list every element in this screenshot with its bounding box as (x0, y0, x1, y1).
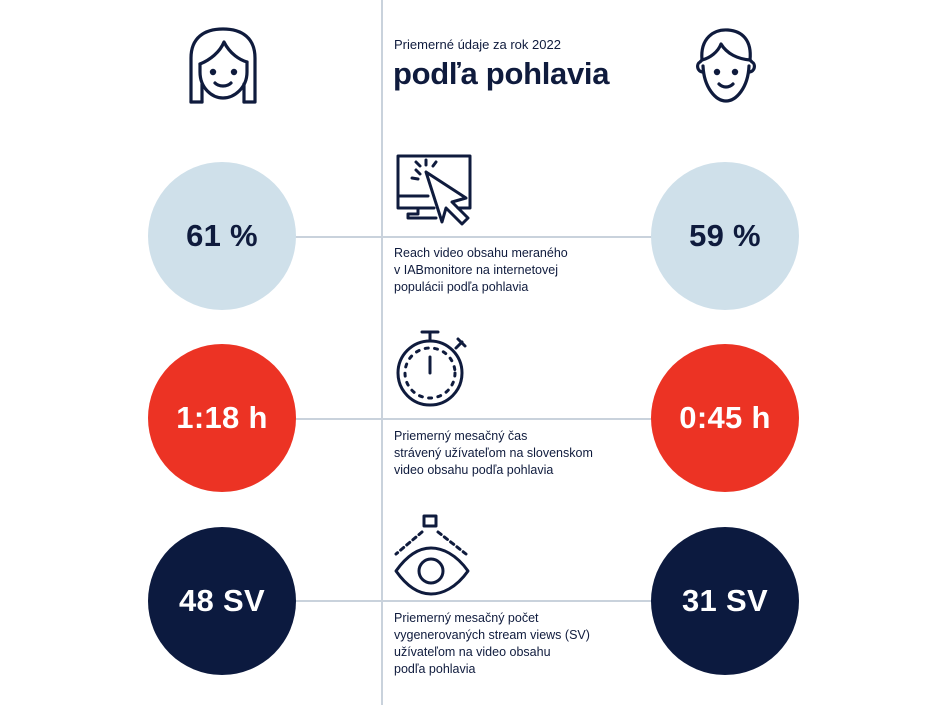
views-description-line: užívateľom na video obsahu (394, 645, 551, 659)
female-reach-value: 61 % (148, 162, 296, 310)
header-subtitle: Priemerné údaje za rok 2022 (394, 37, 561, 52)
time-description: Priemerný mesačný čas strávený užívateľo… (394, 428, 644, 479)
row-connector-views (222, 600, 726, 602)
reach-description-line: Reach video obsahu meraného (394, 246, 568, 260)
screen-cursor-icon (392, 152, 474, 230)
female-views-value: 48 SV (148, 527, 296, 675)
male-face-icon (694, 26, 756, 106)
row-connector-time (222, 418, 726, 420)
stopwatch-icon (394, 330, 467, 408)
views-description-line: vygenerovaných stream views (SV) (394, 628, 590, 642)
views-description-line: Priemerný mesačný počet (394, 611, 539, 625)
views-description: Priemerný mesačný počet vygenerovaných s… (394, 610, 644, 678)
female-time-value: 1:18 h (148, 344, 296, 492)
row-connector-reach (222, 236, 726, 238)
female-face-icon (186, 26, 260, 106)
eye-icon (392, 514, 472, 596)
center-divider (381, 0, 383, 705)
reach-description-line: v IABmonitore na internetovej (394, 263, 558, 277)
time-description-line: video obsahu podľa pohlavia (394, 463, 554, 477)
time-description-line: strávený užívateľom na slovenskom (394, 446, 593, 460)
page-title: podľa pohlavia (393, 56, 610, 91)
male-views-value: 31 SV (651, 527, 799, 675)
time-description-line: Priemerný mesačný čas (394, 429, 528, 443)
views-description-line: podľa pohlavia (394, 662, 476, 676)
male-time-value: 0:45 h (651, 344, 799, 492)
reach-description-line: populácii podľa pohlavia (394, 280, 529, 294)
male-reach-value: 59 % (651, 162, 799, 310)
reach-description: Reach video obsahu meraného v IABmonitor… (394, 245, 644, 296)
